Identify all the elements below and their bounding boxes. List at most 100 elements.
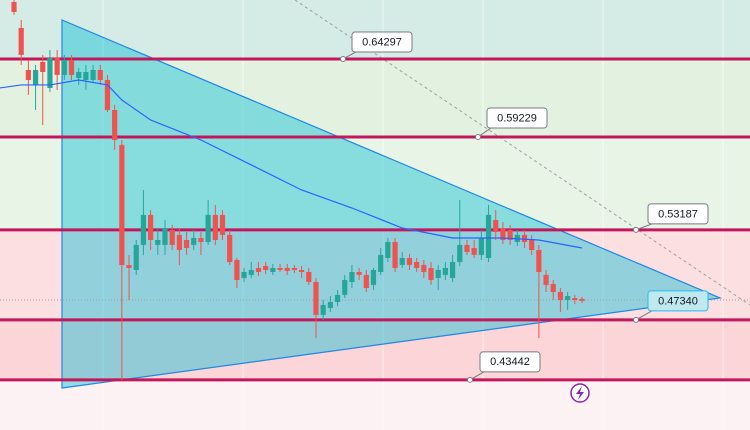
- candle-body: [485, 214, 492, 258]
- candle-body: [112, 110, 118, 140]
- candle-body: [83, 72, 89, 80]
- candle-body: [521, 234, 528, 242]
- candle-body: [313, 282, 319, 315]
- candle-body: [421, 264, 427, 272]
- candle-body: [270, 268, 276, 272]
- label-box: [647, 290, 709, 312]
- candle-body: [255, 268, 262, 272]
- candle-body: [284, 268, 290, 271]
- candle-body: [198, 238, 204, 242]
- candle-body: [507, 230, 513, 240]
- candle-body: [104, 80, 111, 110]
- candle-body: [406, 258, 413, 265]
- candle-body: [342, 280, 348, 295]
- zone: [0, 58, 750, 137]
- candle-body: [457, 244, 463, 262]
- label-pointer: [635, 310, 653, 321]
- candle-body: [47, 58, 53, 88]
- candle-body: [227, 234, 233, 262]
- candle-body: [140, 214, 147, 245]
- candle-body: [414, 262, 420, 268]
- candle-body: [61, 60, 67, 75]
- candle-body: [11, 1, 17, 12]
- label-box: [479, 351, 541, 373]
- candle-body: [133, 244, 139, 270]
- candle-body: [212, 214, 218, 240]
- candle-body: [399, 258, 405, 265]
- label-box: [486, 107, 548, 129]
- candle-body: [241, 272, 247, 278]
- level-label: 0.64297: [362, 36, 402, 48]
- candle-body: [428, 268, 434, 280]
- candle-body: [378, 254, 384, 272]
- candle-body: [68, 60, 75, 75]
- candle-body: [219, 214, 226, 235]
- candle-body: [493, 220, 499, 232]
- zone: [0, 379, 750, 430]
- candle-body: [191, 238, 197, 245]
- candle-body: [291, 268, 298, 270]
- candle-body: [349, 272, 355, 282]
- candles: [0, 0, 585, 380]
- candle-body: [557, 292, 564, 300]
- candle-body: [176, 234, 182, 250]
- candle-body: [277, 268, 283, 270]
- candle-body: [370, 270, 377, 285]
- candle-body: [464, 244, 470, 252]
- candle-body: [565, 296, 571, 300]
- label-box: [351, 31, 413, 53]
- candle-body: [543, 274, 549, 285]
- candle-body: [32, 70, 39, 85]
- candle-body: [248, 270, 254, 275]
- level-labels: 0.64297 0.59229 0.53187 0.47340 0.43442: [340, 31, 709, 383]
- candle-body: [536, 250, 542, 272]
- zone: [0, 319, 750, 380]
- candle-body: [356, 272, 362, 275]
- candle-body: [54, 58, 60, 75]
- candle-body: [299, 270, 305, 272]
- candle-body: [442, 268, 448, 275]
- candle-body: [306, 272, 312, 282]
- candle-body: [529, 240, 535, 250]
- moving-average: [0, 79, 583, 249]
- candle-body: [435, 270, 441, 278]
- candle-body: [25, 70, 31, 80]
- label-anchor: [633, 316, 639, 323]
- candle-body: [320, 304, 326, 315]
- label-anchor: [475, 133, 481, 140]
- candle-body: [385, 242, 391, 258]
- candle-body: [263, 266, 269, 270]
- candle-body: [169, 230, 175, 245]
- label-anchor: [467, 376, 473, 383]
- candle-body: [449, 262, 456, 278]
- candle-body: [76, 72, 82, 78]
- candle-body: [572, 298, 578, 300]
- level-label: 0.47340: [658, 295, 698, 307]
- label-box: [647, 203, 709, 225]
- candle-body: [550, 284, 556, 292]
- candle-body: [119, 144, 125, 266]
- candle-body: [155, 240, 161, 245]
- candle-body: [363, 274, 369, 288]
- candle-body: [97, 70, 103, 80]
- candle-body: [234, 260, 240, 280]
- candle-body: [500, 228, 506, 240]
- candle-body: [18, 28, 24, 55]
- candle-body: [126, 265, 132, 268]
- candle-body: [183, 240, 190, 248]
- level-label: 0.43442: [490, 356, 530, 368]
- level-label: 0.53187: [658, 208, 698, 220]
- candle-body: [478, 238, 484, 255]
- candle-body: [579, 298, 585, 301]
- candle-body: [327, 302, 333, 308]
- candle-body: [471, 248, 477, 255]
- candle-body: [40, 62, 46, 72]
- label-anchor: [340, 55, 346, 62]
- triangle-pattern: [61, 19, 723, 389]
- candle-body: [162, 228, 168, 245]
- levels: [0, 57, 750, 382]
- candle-body: [90, 70, 96, 80]
- label-anchor: [633, 226, 639, 233]
